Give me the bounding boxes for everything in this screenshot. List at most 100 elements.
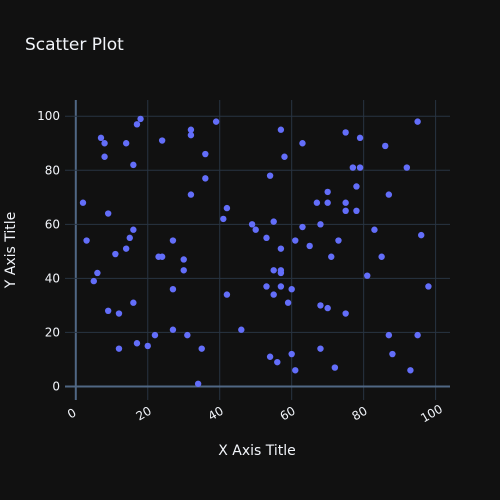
data-point[interactable]	[414, 118, 420, 124]
data-point[interactable]	[278, 245, 284, 251]
x-axis-title: X Axis Title	[218, 443, 296, 459]
data-point[interactable]	[134, 121, 140, 127]
data-point[interactable]	[267, 354, 273, 360]
data-point[interactable]	[324, 200, 330, 206]
data-point[interactable]	[357, 164, 363, 170]
data-point[interactable]	[270, 218, 276, 224]
data-point[interactable]	[371, 227, 377, 233]
data-point[interactable]	[288, 351, 294, 357]
data-point[interactable]	[274, 359, 280, 365]
data-point[interactable]	[253, 227, 259, 233]
data-point[interactable]	[101, 154, 107, 160]
data-point[interactable]	[101, 140, 107, 146]
data-point[interactable]	[386, 332, 392, 338]
data-point[interactable]	[91, 278, 97, 284]
data-point[interactable]	[137, 116, 143, 122]
data-point[interactable]	[407, 367, 413, 373]
data-point[interactable]	[382, 143, 388, 149]
data-point[interactable]	[270, 267, 276, 273]
data-point[interactable]	[357, 135, 363, 141]
data-point[interactable]	[224, 291, 230, 297]
data-point[interactable]	[314, 200, 320, 206]
data-point[interactable]	[281, 154, 287, 160]
data-point[interactable]	[386, 191, 392, 197]
data-point[interactable]	[98, 135, 104, 141]
data-point[interactable]	[292, 367, 298, 373]
data-point[interactable]	[263, 235, 269, 241]
data-point[interactable]	[306, 243, 312, 249]
data-point[interactable]	[116, 345, 122, 351]
y-tick-label: 40	[45, 271, 60, 285]
data-point[interactable]	[145, 343, 151, 349]
data-point[interactable]	[418, 232, 424, 238]
data-point[interactable]	[378, 254, 384, 260]
data-point[interactable]	[202, 175, 208, 181]
data-point[interactable]	[317, 345, 323, 351]
data-point[interactable]	[238, 327, 244, 333]
data-point[interactable]	[288, 286, 294, 292]
data-point[interactable]	[181, 267, 187, 273]
data-point[interactable]	[353, 183, 359, 189]
data-point[interactable]	[389, 351, 395, 357]
data-point[interactable]	[170, 286, 176, 292]
data-point[interactable]	[170, 327, 176, 333]
data-point[interactable]	[116, 310, 122, 316]
data-point[interactable]	[188, 127, 194, 133]
data-point[interactable]	[270, 291, 276, 297]
data-point[interactable]	[249, 221, 255, 227]
data-point[interactable]	[278, 283, 284, 289]
data-point[interactable]	[425, 283, 431, 289]
data-point[interactable]	[278, 270, 284, 276]
data-point[interactable]	[202, 151, 208, 157]
data-point[interactable]	[292, 237, 298, 243]
data-point[interactable]	[195, 381, 201, 387]
data-point[interactable]	[80, 200, 86, 206]
data-point[interactable]	[123, 245, 129, 251]
data-point[interactable]	[83, 237, 89, 243]
data-point[interactable]	[342, 310, 348, 316]
data-point[interactable]	[324, 189, 330, 195]
data-point[interactable]	[127, 235, 133, 241]
data-point[interactable]	[364, 272, 370, 278]
data-point[interactable]	[299, 140, 305, 146]
data-point[interactable]	[267, 172, 273, 178]
data-point[interactable]	[199, 345, 205, 351]
data-point[interactable]	[188, 191, 194, 197]
data-point[interactable]	[335, 237, 341, 243]
data-point[interactable]	[285, 300, 291, 306]
data-point[interactable]	[342, 129, 348, 135]
data-point[interactable]	[130, 162, 136, 168]
data-point[interactable]	[159, 137, 165, 143]
data-point[interactable]	[134, 340, 140, 346]
data-point[interactable]	[220, 216, 226, 222]
data-point[interactable]	[123, 140, 129, 146]
data-point[interactable]	[404, 164, 410, 170]
data-point[interactable]	[184, 332, 190, 338]
data-point[interactable]	[94, 270, 100, 276]
data-point[interactable]	[342, 200, 348, 206]
data-point[interactable]	[170, 237, 176, 243]
data-point[interactable]	[278, 127, 284, 133]
data-point[interactable]	[152, 332, 158, 338]
data-point[interactable]	[105, 210, 111, 216]
data-point[interactable]	[317, 302, 323, 308]
data-point[interactable]	[317, 221, 323, 227]
data-point[interactable]	[159, 254, 165, 260]
data-point[interactable]	[112, 251, 118, 257]
data-point[interactable]	[414, 332, 420, 338]
data-point[interactable]	[353, 208, 359, 214]
data-point[interactable]	[105, 308, 111, 314]
data-point[interactable]	[213, 118, 219, 124]
data-point[interactable]	[130, 300, 136, 306]
data-point[interactable]	[324, 305, 330, 311]
data-point[interactable]	[332, 364, 338, 370]
data-point[interactable]	[342, 208, 348, 214]
data-point[interactable]	[328, 254, 334, 260]
data-point[interactable]	[350, 164, 356, 170]
data-point[interactable]	[181, 256, 187, 262]
data-point[interactable]	[299, 224, 305, 230]
data-point[interactable]	[263, 283, 269, 289]
data-point[interactable]	[130, 227, 136, 233]
data-point[interactable]	[224, 205, 230, 211]
